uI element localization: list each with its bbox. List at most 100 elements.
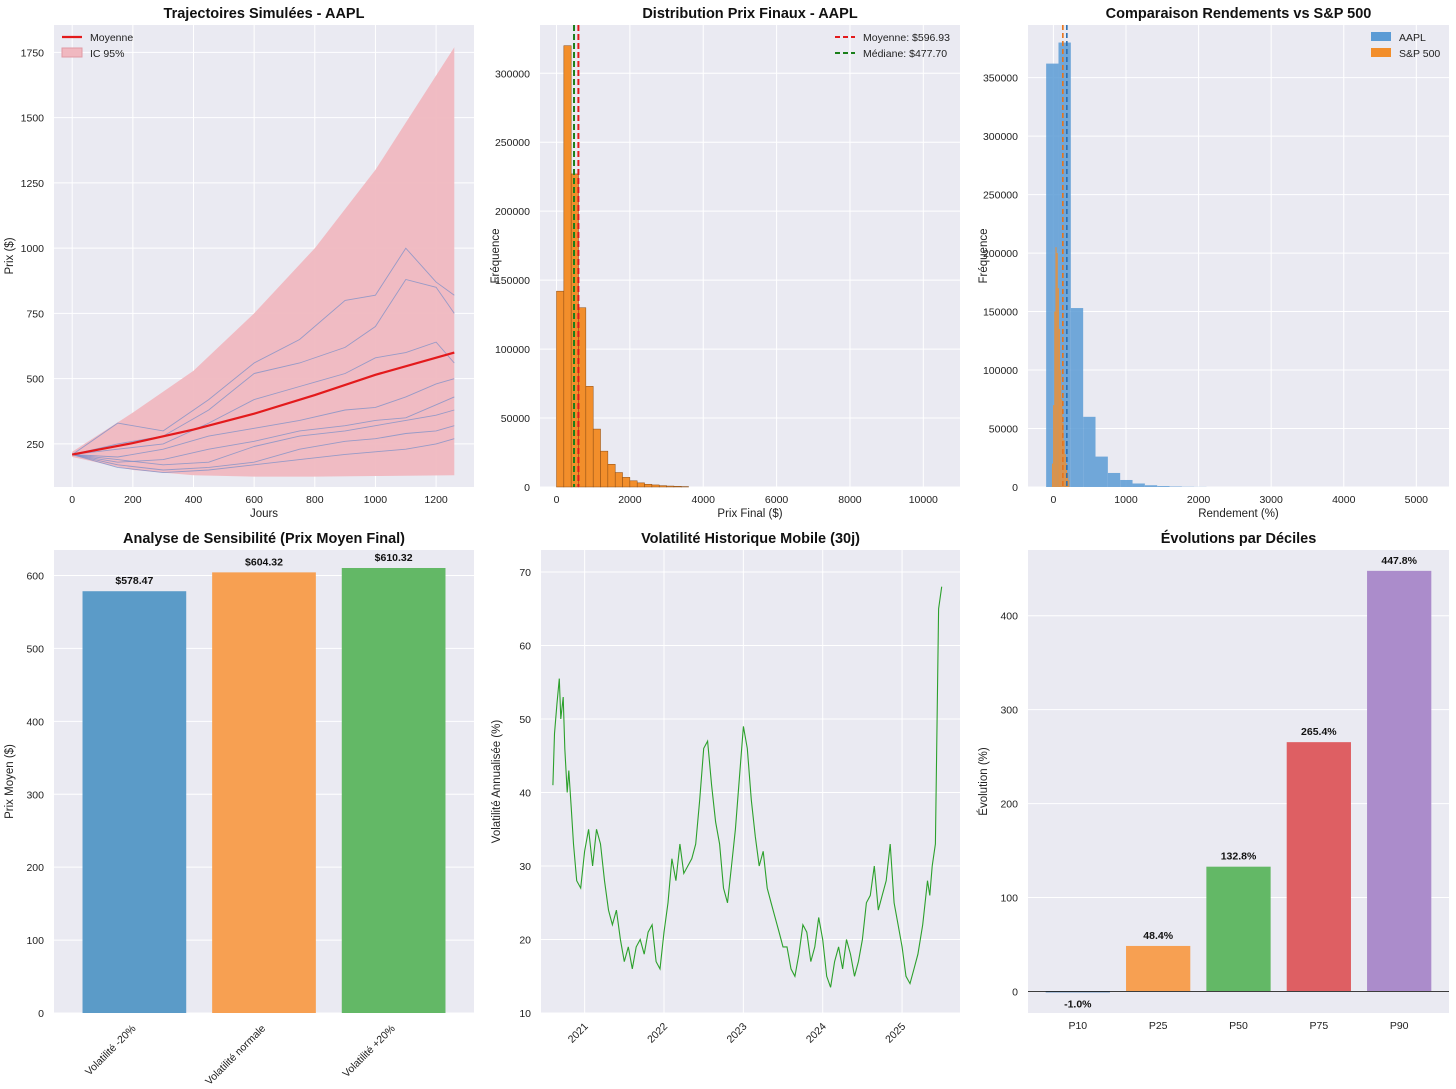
y-tick-label: 20 (519, 935, 531, 947)
histogram-bar (1067, 472, 1069, 487)
bar-value-label: $578.47 (115, 575, 153, 587)
histogram-bar (592, 428, 601, 488)
chart-deciles: Évolutions par Déciles Évolution (%) 0 100 2… (977, 530, 1449, 1032)
confidence-band (72, 47, 455, 477)
bar-value-label: -1.0% (1064, 998, 1092, 1010)
x-tick-label: 3000 (1259, 494, 1283, 506)
y-tick-label: 40 (519, 788, 531, 800)
histogram-bar (1120, 479, 1133, 487)
x-tick-label: 800 (306, 494, 324, 506)
bar-value-label: $610.32 (375, 552, 413, 564)
histogram-bar (1053, 405, 1055, 487)
legend-label: AAPL (1399, 32, 1426, 44)
bar-value-label: 132.8% (1221, 851, 1257, 863)
x-tick-label: P90 (1390, 1020, 1409, 1032)
y-tick-label: 400 (1000, 611, 1018, 623)
x-tick-label: 8000 (838, 494, 862, 506)
x-tick-label: 2023 (724, 1021, 749, 1046)
y-tick-label: 250000 (495, 137, 530, 149)
histogram-bar (600, 450, 609, 488)
chart-sensibilite: Analyse de Sensibilité (Prix Moyen Final… (4, 531, 474, 1088)
x-tick-label: 400 (185, 494, 203, 506)
legend-label: S&P 500 (1399, 48, 1440, 60)
trajectory-line (72, 425, 455, 471)
decile-bar (1126, 945, 1191, 992)
x-tick-label: Volatilité -20% (83, 1023, 139, 1079)
y-tick-label: 100000 (495, 344, 530, 356)
trajectory-line (72, 438, 455, 474)
histogram-bar (556, 290, 565, 488)
y-axis-label: Prix Moyen ($) (4, 744, 16, 819)
histogram-bar (1060, 370, 1062, 487)
bar-value-label: $604.32 (245, 556, 283, 568)
histogram-bar (1056, 253, 1058, 487)
histogram-bar (629, 480, 638, 488)
x-tick-label: 2000 (1187, 494, 1211, 506)
x-tick-label: 2025 (883, 1021, 908, 1046)
histogram-bar (1055, 247, 1057, 487)
histogram-bar (673, 486, 682, 488)
y-tick-label: 30 (519, 861, 531, 873)
x-tick-label: 10000 (909, 494, 938, 506)
y-tick-label: 300000 (495, 68, 530, 80)
histogram-bar (563, 45, 572, 488)
y-tick-label: 350000 (983, 73, 1018, 85)
trajectory-line (71, 247, 455, 455)
y-tick-label: 1000 (21, 243, 45, 255)
y-tick-label: 200 (1000, 799, 1018, 811)
y-tick-label: 500 (26, 374, 44, 386)
trajectory-line (72, 341, 455, 456)
y-axis-label: Fréquence (978, 229, 990, 284)
histogram-bar (1062, 422, 1064, 487)
histogram-bar (1058, 329, 1061, 487)
y-tick-label: 200 (26, 862, 44, 874)
histogram-bar (651, 484, 660, 488)
y-tick-label: 1750 (21, 47, 45, 59)
chart-trajectoires: Trajectoires Simulées - AAPL Prix ($) Jour… (4, 6, 474, 520)
histogram-bar (636, 482, 645, 488)
histogram-bar (1068, 479, 1070, 487)
chart-comparaison-rendements: Comparaison Rendements vs S&P 500 Fréquen… (978, 6, 1449, 520)
x-tick-label: 2021 (566, 1021, 591, 1046)
y-tick-label: 300 (1000, 705, 1018, 717)
sensitivity-bar (341, 567, 446, 1013)
y-tick-label: 50000 (501, 413, 530, 425)
chart-title: Évolutions par Déciles (1161, 530, 1317, 547)
histogram-bar (607, 463, 616, 488)
chart-distribution-prix: Distribution Prix Finaux - AAPL Fréquence… (490, 6, 960, 520)
y-axis-label: Évolution (%) (977, 747, 990, 816)
chart-title: Analyse de Sensibilité (Prix Moyen Final… (123, 531, 405, 547)
y-tick-label: 500 (26, 643, 44, 655)
volatility-line (552, 586, 943, 988)
histogram-bar (658, 485, 667, 488)
chart-title: Comparaison Rendements vs S&P 500 (1106, 6, 1372, 22)
histogram-bar (585, 386, 594, 488)
y-tick-label: 150000 (495, 275, 530, 287)
bar-value-label: 265.4% (1301, 726, 1337, 738)
x-tick-label: 0 (69, 494, 75, 506)
y-tick-label: 0 (1012, 986, 1018, 998)
y-tick-label: 100000 (983, 365, 1018, 377)
x-tick-label: P10 (1068, 1020, 1087, 1032)
x-tick-label: 2000 (618, 494, 642, 506)
legend-label: IC 95% (90, 48, 124, 60)
histogram-bar (1107, 472, 1121, 487)
y-tick-label: 150000 (983, 307, 1018, 319)
histogram-bar (1054, 311, 1056, 487)
y-tick-label: 0 (38, 1008, 44, 1020)
x-tick-label: P75 (1309, 1020, 1328, 1032)
legend-swatch-band (61, 47, 83, 58)
x-tick-label: 4000 (692, 494, 716, 506)
histogram-bar (614, 472, 623, 488)
y-tick-label: 250000 (983, 190, 1018, 202)
x-axis-label: Prix Final ($) (717, 508, 782, 520)
plot-area (1028, 25, 1449, 487)
x-tick-label: 1000 (364, 494, 388, 506)
chart-title: Distribution Prix Finaux - AAPL (642, 6, 858, 22)
chart-title: Volatilité Historique Mobile (30j) (641, 531, 860, 547)
y-tick-label: 10 (519, 1008, 531, 1020)
bar-value-label: 48.4% (1143, 930, 1173, 942)
y-tick-label: 250 (26, 439, 44, 451)
histogram-bar (1157, 486, 1170, 487)
x-tick-label: 5000 (1405, 494, 1429, 506)
